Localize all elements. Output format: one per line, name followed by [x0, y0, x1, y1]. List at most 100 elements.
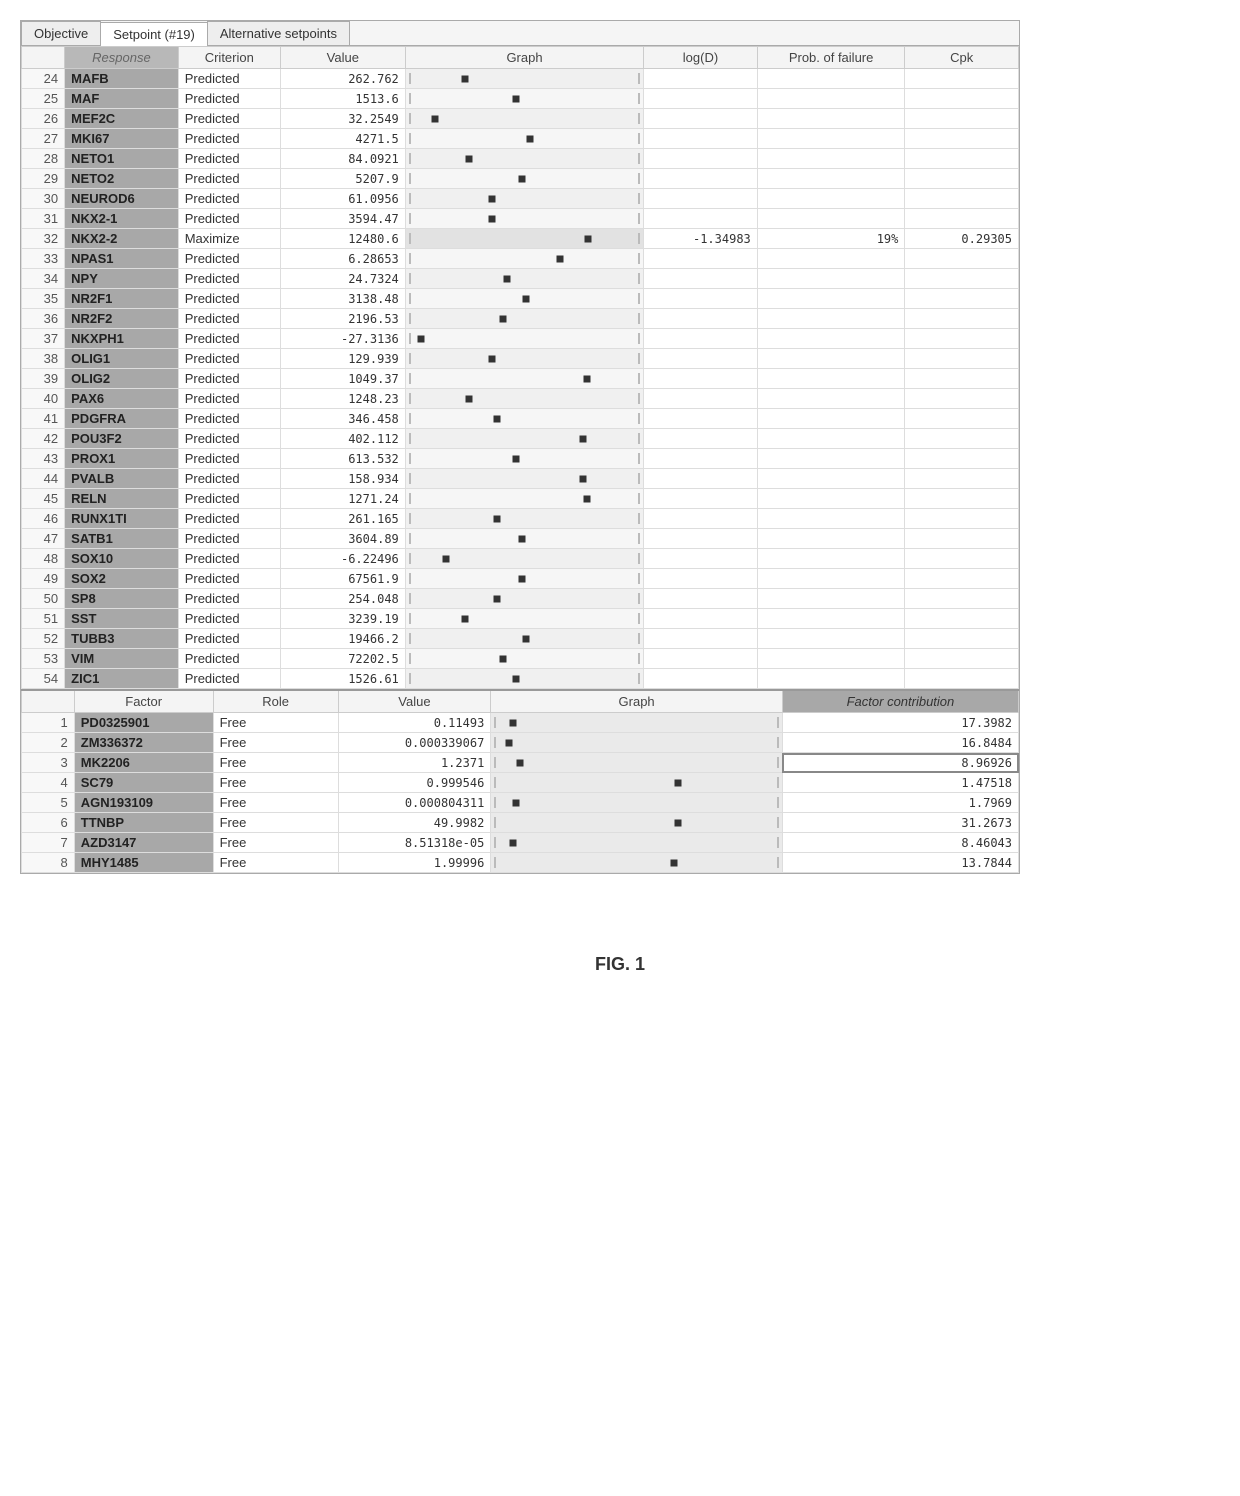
- rownum: 41: [22, 409, 65, 429]
- factor-row[interactable]: 1PD0325901Free0.1149317.3982: [22, 713, 1019, 733]
- pfail: [757, 129, 905, 149]
- response-row[interactable]: 28NETO1Predicted84.0921: [22, 149, 1019, 169]
- response-row[interactable]: 51SSTPredicted3239.19: [22, 609, 1019, 629]
- response-name: NPY: [65, 269, 179, 289]
- tab-alternative-setpoints[interactable]: Alternative setpoints: [207, 21, 350, 45]
- factor-name: AGN193109: [74, 793, 213, 813]
- response-name: VIM: [65, 649, 179, 669]
- factor-row[interactable]: 5AGN193109Free0.0008043111.7969: [22, 793, 1019, 813]
- col-role[interactable]: Role: [213, 690, 338, 713]
- col-logd[interactable]: log(D): [644, 47, 758, 69]
- rownum: 35: [22, 289, 65, 309]
- response-row[interactable]: 33NPAS1Predicted6.28653: [22, 249, 1019, 269]
- response-name: OLIG2: [65, 369, 179, 389]
- col-pfail[interactable]: Prob. of failure: [757, 47, 905, 69]
- col-f-graph[interactable]: Graph: [491, 690, 783, 713]
- response-row[interactable]: 44PVALBPredicted158.934: [22, 469, 1019, 489]
- pfail: [757, 349, 905, 369]
- tab-objective[interactable]: Objective: [21, 21, 101, 45]
- col-value[interactable]: Value: [280, 47, 405, 69]
- col-f-value[interactable]: Value: [338, 690, 491, 713]
- response-row[interactable]: 35NR2F1Predicted3138.48: [22, 289, 1019, 309]
- factor-row[interactable]: 8MHY1485Free1.9999613.7844: [22, 853, 1019, 873]
- graph-cell: [491, 853, 783, 873]
- logd: [644, 289, 758, 309]
- response-row[interactable]: 27MKI67Predicted4271.5: [22, 129, 1019, 149]
- col-fcontrib[interactable]: Factor contribution: [782, 690, 1018, 713]
- value: 1.2371: [338, 753, 491, 773]
- rownum: 53: [22, 649, 65, 669]
- tab-setpoint-19-[interactable]: Setpoint (#19): [100, 22, 208, 46]
- pfail: [757, 249, 905, 269]
- response-row[interactable]: 52TUBB3Predicted19466.2: [22, 629, 1019, 649]
- value: 1049.37: [280, 369, 405, 389]
- graph-cell: [491, 833, 783, 853]
- factor-row[interactable]: 3MK2206Free1.23718.96926: [22, 753, 1019, 773]
- graph-cell: [405, 369, 643, 389]
- pfail: [757, 169, 905, 189]
- col-graph[interactable]: Graph: [405, 47, 643, 69]
- rownum: 39: [22, 369, 65, 389]
- response-row[interactable]: 37NKXPH1Predicted-27.3136: [22, 329, 1019, 349]
- factor-name: AZD3147: [74, 833, 213, 853]
- response-row[interactable]: 24MAFBPredicted262.762: [22, 69, 1019, 89]
- factor-row[interactable]: 4SC79Free0.9995461.47518: [22, 773, 1019, 793]
- value: 61.0956: [280, 189, 405, 209]
- criterion: Predicted: [178, 169, 280, 189]
- col-criterion[interactable]: Criterion: [178, 47, 280, 69]
- response-row[interactable]: 38OLIG1Predicted129.939: [22, 349, 1019, 369]
- pfail: [757, 629, 905, 649]
- response-row[interactable]: 50SP8Predicted254.048: [22, 589, 1019, 609]
- response-row[interactable]: 53VIMPredicted72202.5: [22, 649, 1019, 669]
- value: 67561.9: [280, 569, 405, 589]
- response-row[interactable]: 39OLIG2Predicted1049.37: [22, 369, 1019, 389]
- graph-cell: [405, 229, 643, 249]
- response-row[interactable]: 47SATB1Predicted3604.89: [22, 529, 1019, 549]
- response-row[interactable]: 42POU3F2Predicted402.112: [22, 429, 1019, 449]
- cpk: [905, 469, 1019, 489]
- graph-cell: [405, 609, 643, 629]
- criterion: Predicted: [178, 629, 280, 649]
- response-row[interactable]: 45RELNPredicted1271.24: [22, 489, 1019, 509]
- response-name: OLIG1: [65, 349, 179, 369]
- graph-cell: [405, 109, 643, 129]
- response-row[interactable]: 36NR2F2Predicted2196.53: [22, 309, 1019, 329]
- graph-cell: [405, 529, 643, 549]
- col-f-rownum[interactable]: [22, 690, 75, 713]
- col-cpk[interactable]: Cpk: [905, 47, 1019, 69]
- response-row[interactable]: 26MEF2CPredicted32.2549: [22, 109, 1019, 129]
- response-row[interactable]: 48SOX10Predicted-6.22496: [22, 549, 1019, 569]
- response-row[interactable]: 54ZIC1Predicted1526.61: [22, 669, 1019, 689]
- col-response[interactable]: Response: [65, 47, 179, 69]
- response-row[interactable]: 46RUNX1TIPredicted261.165: [22, 509, 1019, 529]
- value: -6.22496: [280, 549, 405, 569]
- logd: [644, 509, 758, 529]
- response-row[interactable]: 25MAFPredicted1513.6: [22, 89, 1019, 109]
- factor-row[interactable]: 2ZM336372Free0.00033906716.8484: [22, 733, 1019, 753]
- rownum: 37: [22, 329, 65, 349]
- response-row[interactable]: 29NETO2Predicted5207.9: [22, 169, 1019, 189]
- cpk: [905, 149, 1019, 169]
- rownum: 40: [22, 389, 65, 409]
- pfail: [757, 529, 905, 549]
- factor-contribution: 8.46043: [782, 833, 1018, 853]
- logd: [644, 649, 758, 669]
- response-row[interactable]: 30NEUROD6Predicted61.0956: [22, 189, 1019, 209]
- factor-row[interactable]: 6TTNBPFree49.998231.2673: [22, 813, 1019, 833]
- response-name: NKXPH1: [65, 329, 179, 349]
- criterion: Predicted: [178, 609, 280, 629]
- response-row[interactable]: 49SOX2Predicted67561.9: [22, 569, 1019, 589]
- response-row[interactable]: 40PAX6Predicted1248.23: [22, 389, 1019, 409]
- response-row[interactable]: 34NPYPredicted24.7324: [22, 269, 1019, 289]
- response-row[interactable]: 31NKX2-1Predicted3594.47: [22, 209, 1019, 229]
- cpk: [905, 129, 1019, 149]
- response-row[interactable]: 43PROX1Predicted613.532: [22, 449, 1019, 469]
- factor-row[interactable]: 7AZD3147Free8.51318e-058.46043: [22, 833, 1019, 853]
- response-row[interactable]: 41PDGFRAPredicted346.458: [22, 409, 1019, 429]
- rownum: 42: [22, 429, 65, 449]
- col-rownum[interactable]: [22, 47, 65, 69]
- rownum: 38: [22, 349, 65, 369]
- response-row[interactable]: 32NKX2-2Maximize12480.6-1.3498319%0.2930…: [22, 229, 1019, 249]
- col-factor[interactable]: Factor: [74, 690, 213, 713]
- logd: [644, 209, 758, 229]
